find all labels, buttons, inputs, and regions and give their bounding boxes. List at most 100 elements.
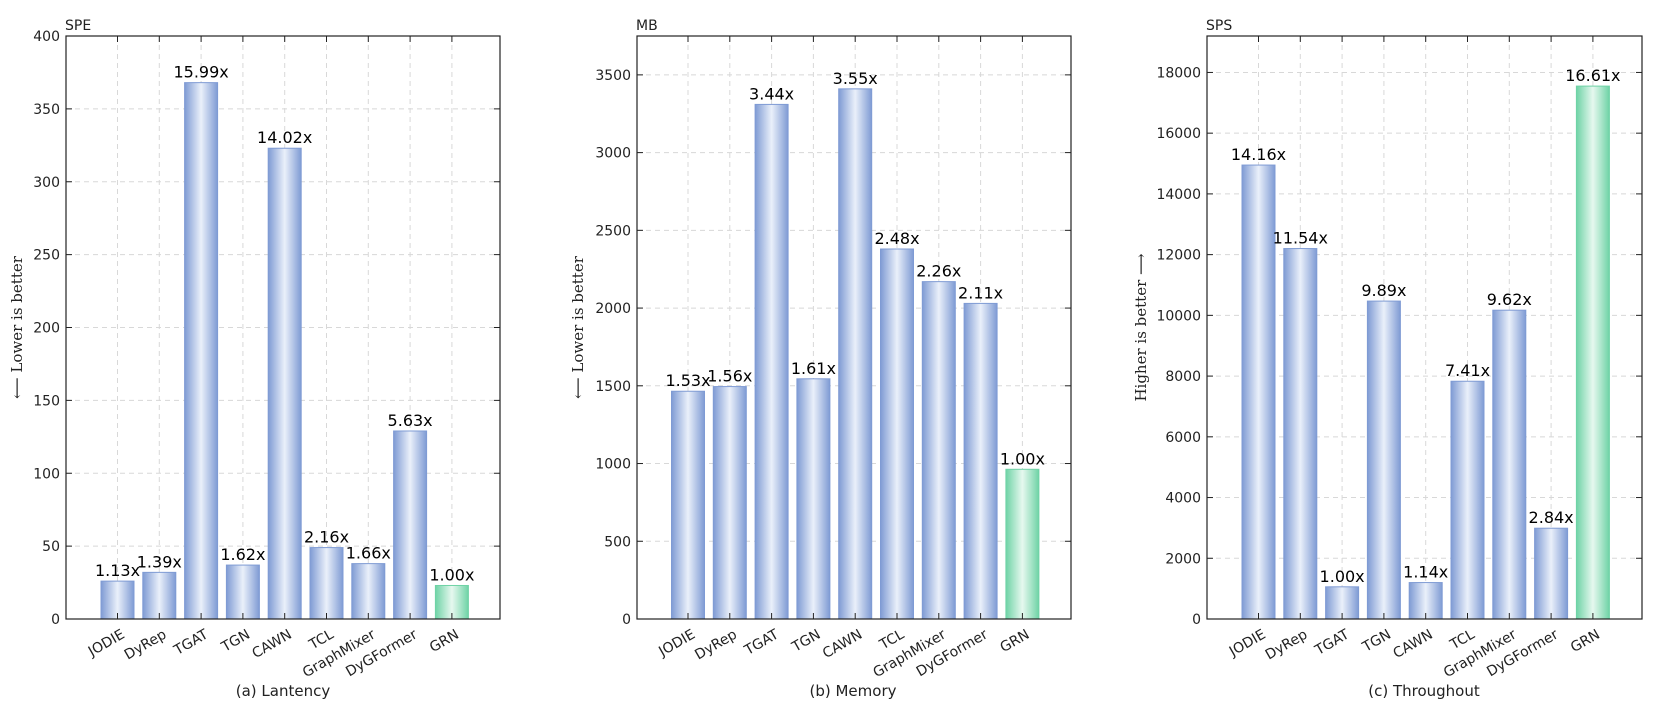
bar-dygformer: [393, 430, 428, 620]
x-tick-label-grn: GRN: [1568, 627, 1603, 656]
x-tick-label-dyrep: DyRep: [1263, 627, 1311, 664]
y-tick-label: 100: [33, 466, 60, 482]
plot-frame: [1206, 35, 1643, 620]
data-label-grn: 1.00x: [1000, 449, 1045, 468]
bar-grn: [1005, 468, 1040, 620]
data-label-dyrep: 1.56x: [707, 367, 752, 386]
bar-graphmixer: [921, 281, 956, 620]
y-tick-label: 16000: [1156, 126, 1201, 142]
y-tick-label: 3500: [595, 68, 631, 84]
x-tick-label-jodie: JODIE: [1226, 627, 1269, 661]
y-tick-label: 0: [1192, 612, 1201, 628]
x-tick-label-tgn: TGN: [218, 627, 253, 656]
data-label-dygformer: 2.84x: [1529, 508, 1574, 527]
x-tick-label-tgat: TGAT: [1312, 626, 1353, 659]
bar-jodie: [671, 390, 705, 620]
x-tick-label-cawn: CAWN: [820, 627, 865, 662]
y-tick-label: 2500: [595, 223, 631, 239]
y-tick-label: 1500: [595, 379, 631, 395]
y-tick-label: 12000: [1156, 248, 1201, 264]
y-tick-label: 250: [33, 248, 60, 264]
data-label-cawn: 3.55x: [833, 69, 878, 88]
bar-tcl: [1450, 380, 1485, 620]
data-label-tgn: 9.89x: [1361, 281, 1406, 300]
y-tick-label: 400: [33, 29, 60, 45]
bar-dygformer: [1534, 527, 1569, 620]
y-tick-label: 6000: [1165, 430, 1201, 446]
data-label-tcl: 2.16x: [304, 528, 349, 547]
y-tick-label: 200: [33, 321, 60, 337]
bar-dygformer: [963, 302, 998, 620]
data-label-graphmixer: 2.26x: [916, 262, 961, 281]
y-tick-label: 8000: [1165, 369, 1201, 385]
x-tick-label-cawn: CAWN: [250, 627, 295, 662]
unit-label: SPE: [65, 18, 91, 34]
data-label-jodie: 14.16x: [1231, 145, 1286, 164]
data-label-grn: 16.61x: [1565, 66, 1620, 85]
chart-panel-3: 0 2000 4000 6000 8000 10000 12000 14000 16000 180…: [1132, 18, 1643, 700]
data-label-tcl: 2.48x: [874, 229, 919, 248]
bar-tgn: [1366, 300, 1401, 620]
data-label-graphmixer: 9.62x: [1487, 290, 1532, 309]
x-tick-label-tgat: TGAT: [741, 626, 782, 659]
x-tick-label-tgat: TGAT: [171, 626, 212, 659]
x-tick-label-grn: GRN: [997, 627, 1032, 656]
panel-caption: (c) Throughout: [1368, 682, 1480, 700]
x-tick-label-cawn: CAWN: [1391, 627, 1436, 662]
x-tick-label-tgn: TGN: [1359, 627, 1394, 656]
y-axis-label: ⟵ Lower is better: [569, 255, 587, 399]
bar-jodie: [100, 580, 135, 620]
y-tick-label: 10000: [1156, 308, 1201, 324]
bar-tgat: [754, 103, 789, 620]
x-tick-label-grn: GRN: [427, 627, 462, 656]
bar-graphmixer: [1492, 309, 1527, 620]
bar-cawn: [1408, 582, 1443, 620]
data-label-tgn: 1.62x: [220, 545, 265, 564]
plot-frame: [636, 35, 1072, 620]
y-tick-label: 2000: [595, 301, 631, 317]
data-label-jodie: 1.53x: [665, 371, 710, 390]
y-tick-label: 0: [51, 612, 60, 628]
y-tick-label: 3000: [595, 146, 631, 162]
data-label-cawn: 1.14x: [1403, 563, 1448, 582]
bar-cawn: [838, 88, 873, 620]
chart-panel-2: 0 500 1000 1500 2000 2500 3000 3500 1.53x JODIE 1.…: [569, 18, 1072, 700]
data-label-tgat: 1.00x: [1320, 567, 1365, 586]
bar-jodie: [1241, 164, 1276, 620]
data-label-jodie: 1.13x: [95, 561, 140, 580]
data-label-cawn: 14.02x: [257, 128, 312, 147]
panel-caption: (a) Lantency: [236, 682, 331, 700]
bar-cawn: [267, 147, 302, 620]
y-tick-label: 300: [33, 175, 60, 191]
panel-caption: (b) Memory: [810, 682, 897, 700]
y-tick-label: 14000: [1156, 187, 1201, 203]
y-tick-label: 0: [622, 612, 631, 628]
y-tick-label: 150: [33, 393, 60, 409]
data-label-graphmixer: 1.66x: [346, 544, 391, 563]
bar-tcl: [309, 547, 344, 620]
x-tick-label-jodie: JODIE: [85, 627, 128, 661]
y-tick-label: 4000: [1165, 491, 1201, 507]
data-label-dyrep: 11.54x: [1273, 229, 1328, 248]
bar-tgn: [225, 564, 260, 620]
y-tick-label: 2000: [1165, 551, 1201, 567]
data-label-tgat: 15.99x: [173, 63, 228, 82]
bar-tcl: [880, 248, 914, 620]
chart-panel-1: 0 50 100 150 200 250 300 350 400 1.13x JODIE 1.39x D…: [8, 18, 501, 700]
x-tick-label-dyrep: DyRep: [692, 627, 740, 664]
y-axis-label: Higher is better ⟶: [1132, 253, 1150, 401]
y-axis-label: ⟵ Lower is better: [8, 255, 26, 399]
data-label-grn: 1.00x: [429, 565, 474, 584]
bar-dyrep: [712, 386, 747, 620]
y-tick-label: 18000: [1156, 65, 1201, 81]
data-label-dygformer: 2.11x: [958, 283, 1003, 302]
y-tick-label: 350: [33, 102, 60, 118]
x-tick-label-dyrep: DyRep: [122, 627, 170, 664]
data-label-tgat: 3.44x: [749, 84, 794, 103]
data-label-tgn: 1.61x: [791, 359, 836, 378]
y-tick-label: 50: [42, 539, 60, 555]
bar-dyrep: [1283, 248, 1318, 620]
bar-tgat: [184, 82, 219, 620]
data-label-dyrep: 1.39x: [137, 552, 182, 571]
